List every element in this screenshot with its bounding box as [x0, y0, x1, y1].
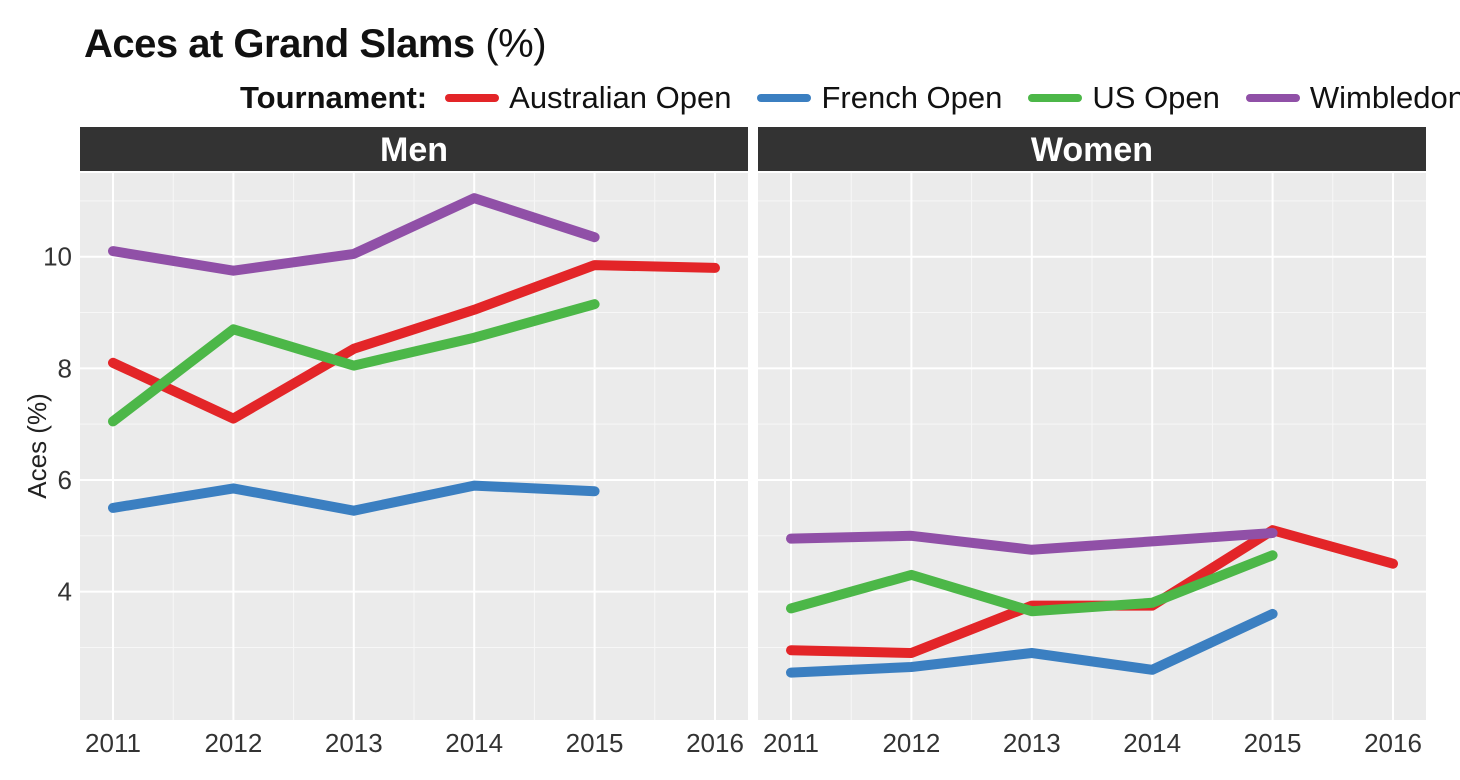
legend: Tournament: Australian Open French Open …: [240, 78, 1460, 118]
x-tick-label: 2016: [1364, 728, 1422, 758]
y-axis-title: Aces (%): [22, 393, 52, 498]
legend-label: US Open: [1092, 80, 1220, 115]
series-line-us-open: [786, 550, 1278, 617]
legend-swatch: [757, 94, 812, 102]
legend-label: French Open: [821, 80, 1003, 115]
legend-item-wimbledon: Wimbledon: [1245, 80, 1460, 116]
legend-swatch: [1028, 94, 1083, 102]
series-line-french-open: [108, 480, 600, 516]
chart-title-main: Aces at Grand Slams: [84, 22, 475, 66]
chart-title-unit: (%): [485, 22, 547, 66]
legend-label: Australian Open: [509, 80, 732, 115]
legend-label: Wimbledon: [1309, 80, 1460, 115]
x-tick-label: 2011: [85, 728, 141, 758]
series-line-wimbledon: [786, 528, 1278, 555]
x-tick-label: 2012: [204, 728, 262, 758]
panel-strip-label: Women: [1031, 131, 1153, 169]
x-tick-label: 2015: [566, 728, 624, 758]
x-tick-label: 2012: [882, 728, 940, 758]
series-line-wimbledon: [108, 193, 600, 276]
legend-item-french-open: French Open: [757, 80, 1002, 116]
series-line-australian-open: [108, 260, 720, 424]
panel-strip-label: Men: [380, 131, 448, 169]
chart-title: Aces at Grand Slams (%): [84, 22, 547, 67]
y-tick-label: 4: [58, 577, 72, 607]
x-tick-label: 2014: [1123, 728, 1181, 758]
legend-swatch: [445, 94, 500, 102]
y-tick-label: 10: [43, 242, 72, 272]
legend-swatch: [1245, 94, 1300, 102]
series-line-french-open: [786, 608, 1278, 678]
x-tick-label: 2016: [686, 728, 744, 758]
y-tick-label: 6: [58, 465, 72, 495]
panel-men: Men 2011 2012 2013 2014 2015 2016 4 6 8 10: [43, 127, 748, 758]
legend-item-australian-open: Australian Open: [445, 80, 731, 116]
x-tick-label: 2015: [1244, 728, 1302, 758]
panel-women: Women 2011 2012 2013 2014 2015 2016: [758, 127, 1426, 758]
legend-item-us-open: US Open: [1028, 80, 1220, 116]
panel-strip: [758, 127, 1426, 171]
x-tick-label: 2014: [445, 728, 503, 758]
x-tick-label: 2011: [763, 728, 819, 758]
x-tick-label: 2013: [1003, 728, 1061, 758]
x-tick-label: 2013: [325, 728, 383, 758]
panel-strip: [80, 127, 748, 171]
y-tick-label: 8: [58, 353, 72, 383]
series-line-us-open: [108, 299, 600, 427]
legend-title: Tournament:: [240, 80, 428, 115]
